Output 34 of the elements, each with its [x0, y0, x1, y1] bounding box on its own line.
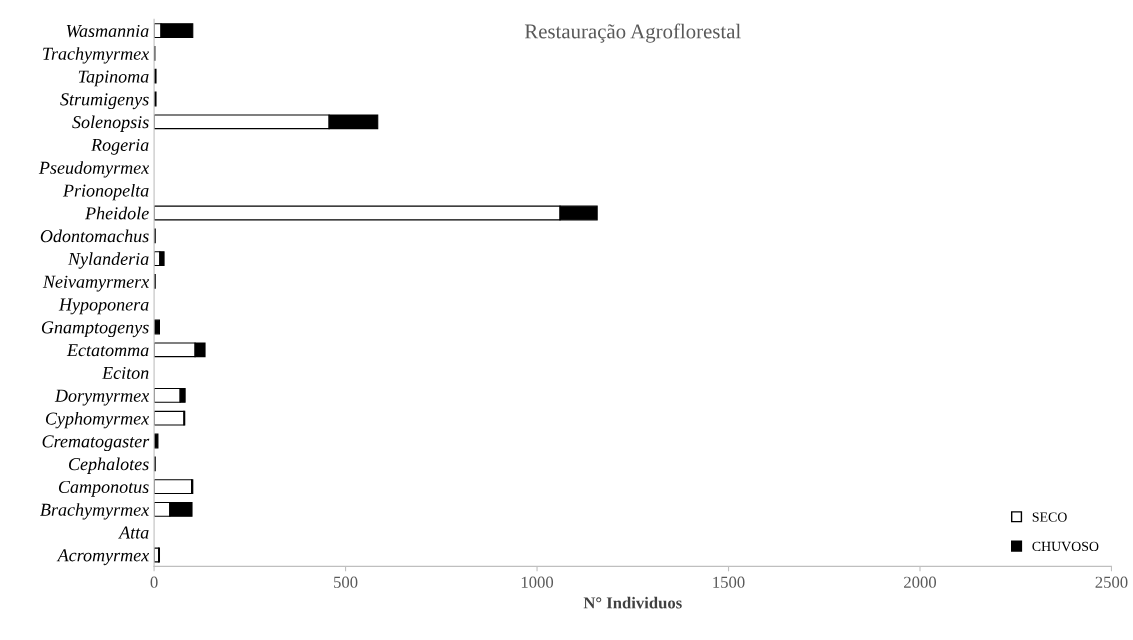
y-tick-label: Brachymyrmex	[40, 503, 150, 520]
y-tick-label: Pseudomyrmex	[38, 161, 150, 178]
y-tick-label: Camponotus	[58, 480, 149, 497]
x-tick-label: 2000	[904, 576, 937, 588]
y-tick-label: Hypoponera	[58, 298, 149, 315]
x-tick-label: 0	[150, 576, 158, 588]
y-tick-label: Cyphomyrmex	[45, 411, 150, 429]
y-tick-label: Acromyrmex	[56, 549, 150, 566]
y-tick-label: Nylanderia	[67, 252, 149, 269]
chart-title: Restauração Agroflorestal	[524, 23, 741, 43]
x-tick-label: 1500	[713, 576, 745, 588]
y-tick-label: Atta	[118, 526, 149, 539]
y-tick-label: Gnamptogenys	[41, 321, 149, 338]
x-tick-label: 1000	[521, 576, 554, 588]
y-tick-label: Prionopelta	[62, 183, 149, 201]
legend-label: SECO	[1032, 512, 1067, 522]
y-tick-label: Dorymyrmex	[54, 389, 150, 406]
y-tick-label: Strumigenys	[60, 93, 149, 110]
y-tick-label: Solenopsis	[72, 115, 149, 132]
y-tick-label: Crematogaster	[42, 435, 150, 452]
y-tick-label: Odontomachus	[40, 229, 149, 243]
y-tick-label: Rogeria	[90, 138, 149, 155]
y-tick-label: Wasmannia	[66, 24, 149, 38]
legend-label: CHUVOSO	[1032, 541, 1099, 552]
x-tick-label: 500	[334, 576, 358, 588]
x-tick-label: 2500	[1095, 576, 1128, 588]
y-tick-label: Ectatomma	[66, 344, 149, 357]
y-tick-label: Pheidole	[84, 206, 149, 220]
y-tick-label: Eciton	[101, 366, 149, 380]
x-axis-title: N° Individuos	[583, 596, 682, 609]
y-tick-label: Cephalotes	[68, 457, 149, 474]
y-tick-label: Trachymyrmex	[43, 47, 150, 64]
y-tick-label: Neivamyrmerx	[42, 275, 150, 292]
y-tick-label: Tapinoma	[78, 70, 149, 87]
